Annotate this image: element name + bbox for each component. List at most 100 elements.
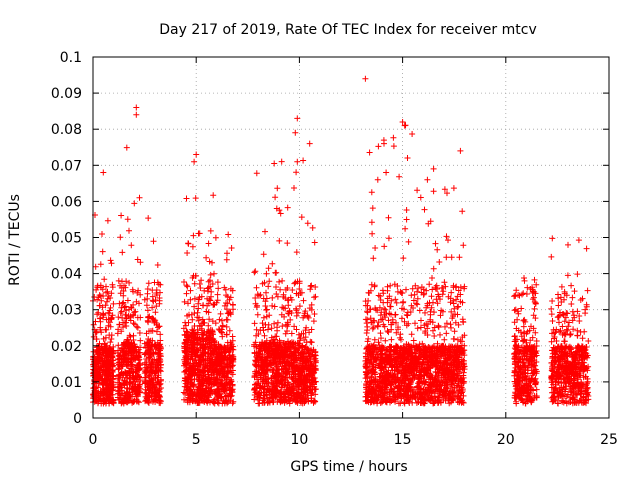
- data-point: [100, 311, 107, 318]
- data-point: [133, 348, 140, 355]
- data-point: [370, 255, 377, 262]
- data-point: [368, 189, 375, 196]
- data-point: [289, 287, 296, 293]
- data-point: [191, 323, 198, 329]
- data-point: [103, 382, 110, 388]
- data-point: [198, 358, 205, 365]
- data-point: [262, 228, 268, 235]
- data-point: [278, 366, 285, 373]
- data-point: [106, 370, 113, 377]
- data-point: [191, 303, 198, 310]
- data-point: [191, 295, 198, 302]
- data-point: [136, 383, 143, 390]
- data-point: [153, 328, 160, 335]
- data-point: [299, 342, 306, 349]
- data-point: [186, 334, 193, 341]
- data-point: [264, 396, 271, 402]
- data-point: [230, 302, 236, 308]
- data-point: [157, 331, 164, 338]
- data-point: [414, 325, 421, 332]
- data-point: [130, 332, 137, 339]
- data-point: [127, 317, 134, 324]
- data-point: [273, 291, 280, 297]
- data-point: [115, 277, 122, 284]
- data-point: [432, 285, 439, 292]
- data-point: [190, 382, 197, 389]
- data-point: [219, 317, 225, 324]
- data-point: [229, 382, 236, 389]
- data-point: [109, 312, 116, 319]
- data-point: [201, 329, 208, 336]
- data-point: [107, 323, 114, 330]
- data-point: [101, 376, 108, 383]
- data-point: [182, 368, 189, 375]
- data-point: [229, 287, 236, 294]
- data-point: [445, 237, 451, 244]
- data-point: [153, 320, 160, 326]
- data-point: [145, 373, 152, 380]
- data-point: [116, 376, 123, 383]
- data-point: [311, 239, 318, 246]
- data-point: [430, 265, 437, 272]
- data-point: [99, 359, 106, 366]
- data-point: [371, 282, 378, 289]
- data-point: [93, 286, 100, 293]
- data-point: [220, 397, 227, 404]
- data-point: [116, 353, 123, 360]
- data-point: [120, 341, 127, 348]
- data-point: [105, 381, 112, 388]
- data-point: [403, 216, 410, 223]
- data-point: [255, 331, 262, 337]
- data-point: [254, 311, 261, 318]
- data-point: [207, 271, 214, 278]
- data-point: [191, 280, 198, 287]
- data-point: [372, 245, 379, 251]
- data-point: [278, 158, 285, 165]
- data-point: [364, 327, 371, 334]
- data-point: [144, 307, 151, 314]
- data-point: [224, 250, 230, 257]
- data-point: [404, 155, 411, 161]
- data-point: [107, 346, 113, 353]
- data-point: [184, 250, 191, 256]
- data-point: [293, 169, 300, 176]
- data-point: [189, 369, 196, 375]
- data-point: [207, 399, 213, 406]
- data-point: [211, 270, 217, 277]
- data-point: [190, 391, 197, 398]
- data-point: [251, 269, 258, 276]
- data-point: [273, 333, 280, 340]
- data-point: [136, 194, 143, 201]
- data-point: [182, 348, 189, 355]
- data-point: [269, 369, 276, 376]
- data-point: [226, 296, 233, 303]
- data-point: [189, 243, 196, 250]
- data-point: [127, 379, 134, 386]
- data-point: [182, 322, 189, 329]
- data-point: [400, 255, 407, 262]
- data-point: [450, 336, 457, 342]
- data-point: [390, 134, 397, 141]
- data-point: [105, 309, 112, 316]
- data-point: [284, 204, 291, 211]
- data-point: [312, 293, 319, 300]
- data-point: [213, 343, 220, 350]
- data-point: [154, 262, 161, 268]
- data-point: [106, 332, 113, 339]
- data-point: [124, 216, 131, 223]
- data-point: [102, 366, 109, 373]
- data-point: [405, 238, 412, 245]
- data-point: [300, 157, 307, 164]
- data-point: [399, 299, 406, 306]
- data-point: [273, 284, 279, 290]
- data-point: [294, 340, 301, 347]
- data-point: [136, 361, 143, 368]
- data-point: [210, 302, 217, 308]
- data-point: [278, 398, 284, 405]
- data-point: [103, 394, 110, 401]
- data-point: [108, 260, 115, 267]
- data-point: [199, 352, 206, 359]
- data-point: [270, 390, 277, 397]
- data-point: [195, 230, 202, 237]
